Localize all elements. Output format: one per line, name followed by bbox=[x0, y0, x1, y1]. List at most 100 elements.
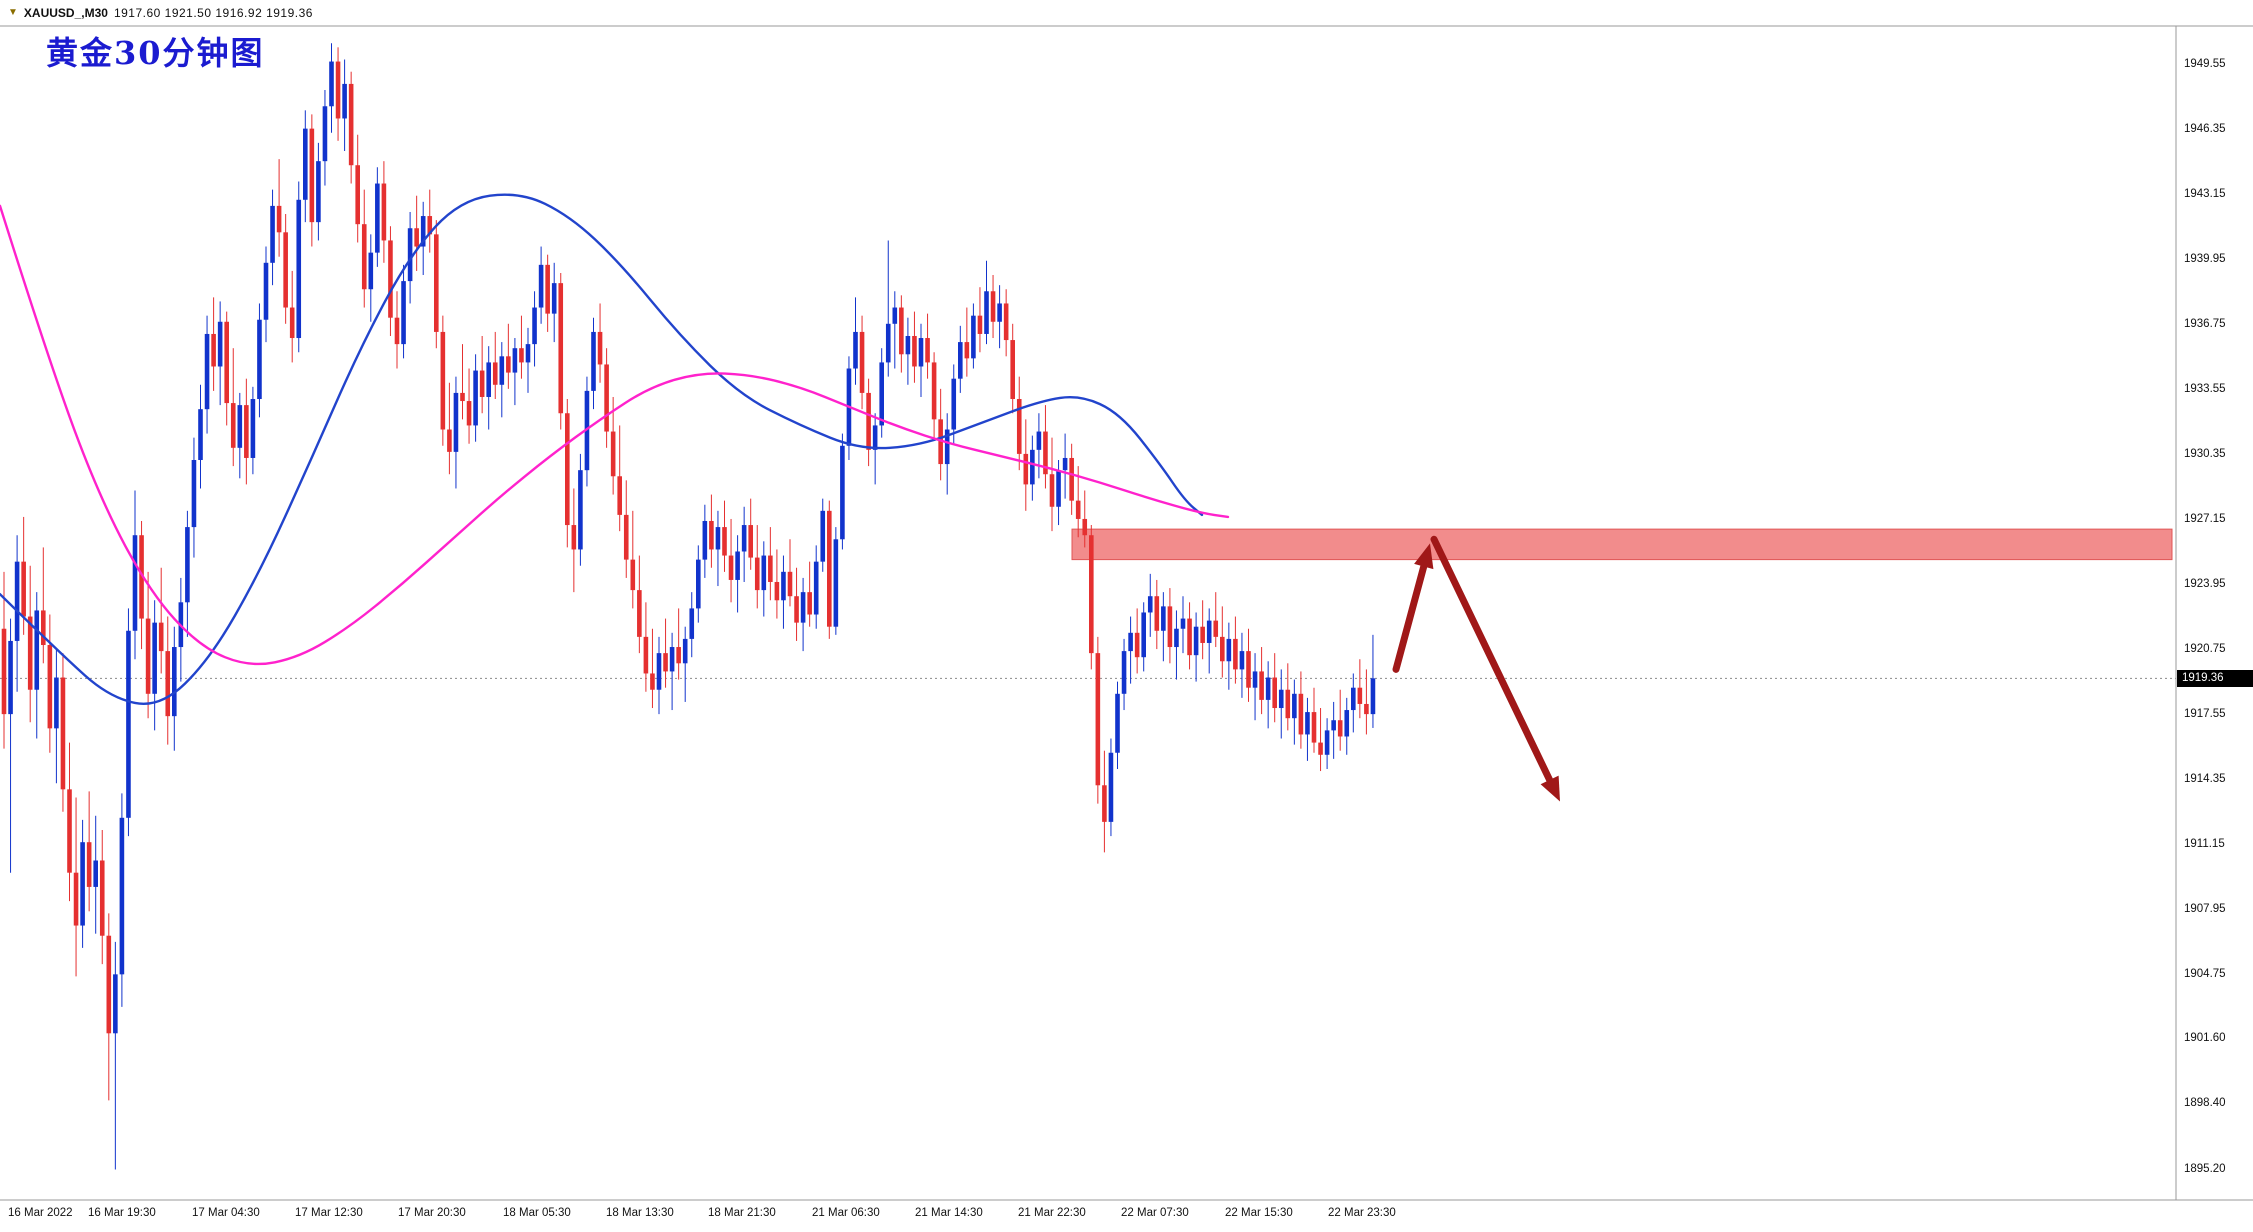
candle-body bbox=[840, 445, 845, 540]
candle-body bbox=[250, 399, 256, 458]
candle-body bbox=[1239, 651, 1245, 670]
candle-body bbox=[597, 331, 603, 365]
candle-body bbox=[1056, 470, 1061, 507]
candle-body bbox=[355, 165, 360, 225]
candle-body bbox=[918, 338, 924, 367]
candle-body bbox=[165, 651, 171, 717]
candle-body bbox=[1134, 632, 1140, 658]
candle-body bbox=[217, 321, 223, 367]
candle-body bbox=[735, 551, 740, 580]
symbol-dropdown-icon[interactable]: ▼ bbox=[8, 7, 18, 18]
candle-body bbox=[584, 390, 590, 471]
candle-body bbox=[106, 935, 112, 1034]
candle-body bbox=[1102, 785, 1107, 822]
candle-body bbox=[420, 216, 426, 247]
candle-body bbox=[322, 106, 328, 162]
trend-arrow-projected-rise[interactable] bbox=[1392, 543, 1434, 673]
resistance-zone[interactable] bbox=[1071, 528, 2173, 561]
candle-body bbox=[1226, 638, 1232, 662]
candle-body bbox=[709, 520, 714, 550]
candle-body bbox=[158, 622, 164, 652]
candle-body bbox=[1, 628, 7, 715]
price-axis-label: 1914.35 bbox=[2184, 773, 2226, 786]
price-axis-label: 1911.15 bbox=[2184, 838, 2225, 851]
candle-body bbox=[1193, 626, 1199, 656]
candle-body bbox=[41, 610, 46, 646]
candle-body bbox=[172, 647, 177, 717]
price-axis-label: 1895.20 bbox=[2184, 1162, 2226, 1175]
time-axis-label: 16 Mar 2022 bbox=[8, 1207, 73, 1219]
candle-body bbox=[872, 425, 878, 450]
candle-body bbox=[1357, 687, 1363, 704]
candle-body bbox=[519, 348, 524, 363]
candle-body bbox=[912, 335, 917, 367]
time-axis-label: 21 Mar 14:30 bbox=[915, 1207, 983, 1219]
candle-body bbox=[1220, 636, 1225, 662]
chart-header: ▼ XAUUSD_,M30 1917.60 1921.50 1916.92 19… bbox=[0, 0, 2253, 26]
candle-body bbox=[538, 264, 544, 308]
candle-body bbox=[1318, 742, 1323, 755]
candle-body bbox=[492, 362, 498, 385]
candle-body bbox=[768, 555, 773, 582]
ohlc-readout: 1917.60 1921.50 1916.92 1919.36 bbox=[113, 6, 313, 20]
candle-body bbox=[257, 319, 262, 400]
candle-body bbox=[67, 789, 72, 873]
candle-body bbox=[551, 283, 557, 314]
ma-line-magenta bbox=[0, 204, 1230, 666]
candle-body bbox=[578, 470, 583, 550]
candle-body bbox=[1292, 693, 1297, 719]
candle-body bbox=[1115, 693, 1120, 753]
candle-body bbox=[185, 527, 190, 603]
candle-body bbox=[1252, 671, 1258, 688]
candle-body bbox=[853, 331, 858, 369]
candle-body bbox=[1324, 730, 1330, 755]
candle-body bbox=[230, 403, 236, 448]
candle-body bbox=[879, 362, 884, 426]
candle-body bbox=[244, 405, 249, 458]
candle-body bbox=[289, 307, 295, 339]
candle-body bbox=[34, 610, 40, 690]
candle-body bbox=[702, 520, 708, 560]
candle-body bbox=[132, 535, 138, 631]
candle-body bbox=[296, 199, 302, 339]
candle-body bbox=[623, 514, 629, 560]
candle-body bbox=[1285, 689, 1291, 719]
candle-body bbox=[506, 356, 511, 373]
candle-body bbox=[60, 677, 66, 790]
price-axis-label: 1904.75 bbox=[2184, 968, 2226, 981]
candle-body bbox=[1128, 632, 1133, 652]
price-axis-label: 1930.35 bbox=[2184, 447, 2226, 460]
candle-body bbox=[1213, 620, 1219, 637]
trend-arrow-projected-fall[interactable] bbox=[1430, 535, 1560, 802]
candle-body bbox=[899, 307, 904, 355]
candle-body bbox=[499, 356, 505, 385]
time-axis-label: 22 Mar 23:30 bbox=[1328, 1207, 1396, 1219]
candle-body bbox=[813, 561, 819, 615]
candle-body bbox=[610, 431, 616, 477]
candle-body bbox=[637, 590, 642, 637]
candle-body bbox=[276, 205, 282, 233]
time-axis-label: 21 Mar 22:30 bbox=[1018, 1207, 1086, 1219]
candle-body bbox=[21, 561, 26, 617]
candle-body bbox=[1030, 449, 1035, 485]
candle-body bbox=[774, 581, 780, 601]
candle-body bbox=[1161, 606, 1166, 631]
candle-body bbox=[787, 571, 793, 597]
candle-body bbox=[630, 559, 636, 591]
candle-body bbox=[1121, 651, 1127, 694]
candle-body bbox=[866, 392, 871, 450]
candle-body bbox=[958, 342, 963, 379]
candle-body bbox=[335, 61, 341, 119]
candle-body bbox=[1016, 399, 1022, 454]
time-axis-label: 18 Mar 13:30 bbox=[606, 1207, 674, 1219]
candle-body bbox=[309, 128, 315, 223]
candle-body bbox=[1154, 596, 1160, 631]
candle-body bbox=[977, 315, 983, 334]
candle-body bbox=[1095, 653, 1101, 786]
candle-body bbox=[807, 592, 812, 615]
candle-body bbox=[145, 618, 151, 694]
candle-body bbox=[14, 561, 20, 641]
candle-body bbox=[440, 331, 446, 430]
